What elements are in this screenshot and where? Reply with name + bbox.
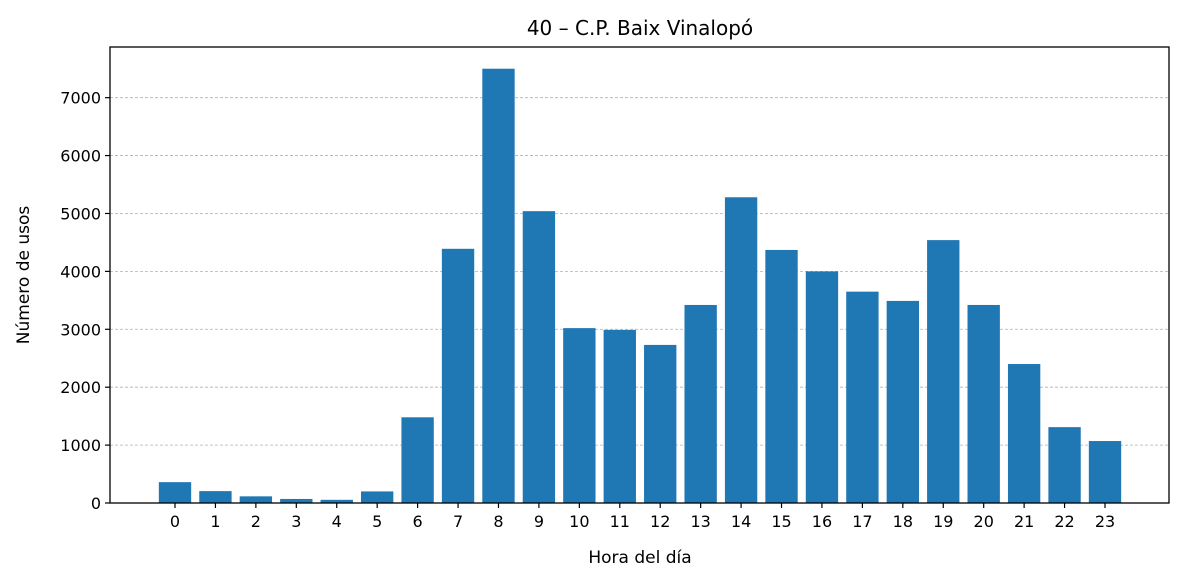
bar-3 xyxy=(280,498,313,503)
bar-22 xyxy=(1048,427,1081,503)
bar-21 xyxy=(1007,364,1041,503)
y-tick-label: 0 xyxy=(91,494,101,513)
bar-13 xyxy=(684,304,717,503)
bar-19 xyxy=(927,240,960,504)
bar-16 xyxy=(805,271,839,503)
bar-9 xyxy=(522,211,556,503)
y-tick-label: 1000 xyxy=(60,436,101,455)
x-tick-label: 21 xyxy=(1014,512,1034,531)
y-axis: 0 1000 2000 3000 4000 5000 6000 7000 xyxy=(60,89,110,513)
bar-7 xyxy=(441,248,475,503)
bar-15 xyxy=(765,249,798,503)
bar-17 xyxy=(846,291,879,503)
plot-frame xyxy=(109,46,1170,504)
chart-title: 40 – C.P. Baix Vinalopó xyxy=(527,16,753,40)
bar-8 xyxy=(482,68,515,503)
bar-20 xyxy=(967,304,1000,503)
bar-1 xyxy=(199,491,232,503)
x-tick-label: 7 xyxy=(453,512,463,531)
x-tick-label: 17 xyxy=(852,512,872,531)
y-tick-label: 2000 xyxy=(60,378,101,397)
x-tick-label: 16 xyxy=(812,512,832,531)
y-axis-label: Número de usos xyxy=(14,206,34,345)
bar-11 xyxy=(603,329,636,503)
bar-5 xyxy=(361,491,394,503)
x-tick-label: 14 xyxy=(731,512,751,531)
x-tick-label: 3 xyxy=(291,512,301,531)
bar-12 xyxy=(644,344,677,503)
x-tick-label: 18 xyxy=(893,512,913,531)
bar-23 xyxy=(1088,441,1122,503)
x-tick-label: 11 xyxy=(610,512,630,531)
x-tick-label: 2 xyxy=(251,512,261,531)
x-tick-label: 4 xyxy=(332,512,342,531)
x-axis-label: Hora del día xyxy=(588,548,691,568)
bar-14 xyxy=(724,197,758,503)
x-tick-label: 9 xyxy=(534,512,544,531)
y-tick-label: 4000 xyxy=(60,262,101,281)
x-tick-label: 1 xyxy=(210,512,220,531)
y-tick-label: 5000 xyxy=(60,204,101,223)
x-tick-label: 20 xyxy=(974,512,994,531)
x-tick-label: 12 xyxy=(650,512,670,531)
x-tick-label: 5 xyxy=(372,512,382,531)
x-tick-label: 8 xyxy=(493,512,503,531)
bar-10 xyxy=(563,328,596,503)
x-tick-label: 23 xyxy=(1095,512,1115,531)
x-tick-label: 6 xyxy=(413,512,423,531)
bar-2 xyxy=(239,496,273,503)
bar-0 xyxy=(158,482,192,503)
y-tick-label: 6000 xyxy=(60,147,101,166)
bar-18 xyxy=(886,300,919,503)
bar-4 xyxy=(320,499,353,503)
bars xyxy=(158,68,1122,504)
y-tick-label: 7000 xyxy=(60,89,101,108)
x-tick-label: 19 xyxy=(933,512,953,531)
x-tick-label: 13 xyxy=(690,512,710,531)
x-tick-label: 0 xyxy=(170,512,180,531)
x-tick-label: 22 xyxy=(1054,512,1074,531)
bar-6 xyxy=(401,417,434,503)
y-tick-label: 3000 xyxy=(60,320,101,339)
x-tick-label: 15 xyxy=(771,512,791,531)
x-axis: 0 1 2 3 4 5 6 7 8 9 10 11 12 13 14 15 16 17 18 19 20 21 22 23 xyxy=(170,503,1115,531)
x-tick-label: 10 xyxy=(569,512,589,531)
